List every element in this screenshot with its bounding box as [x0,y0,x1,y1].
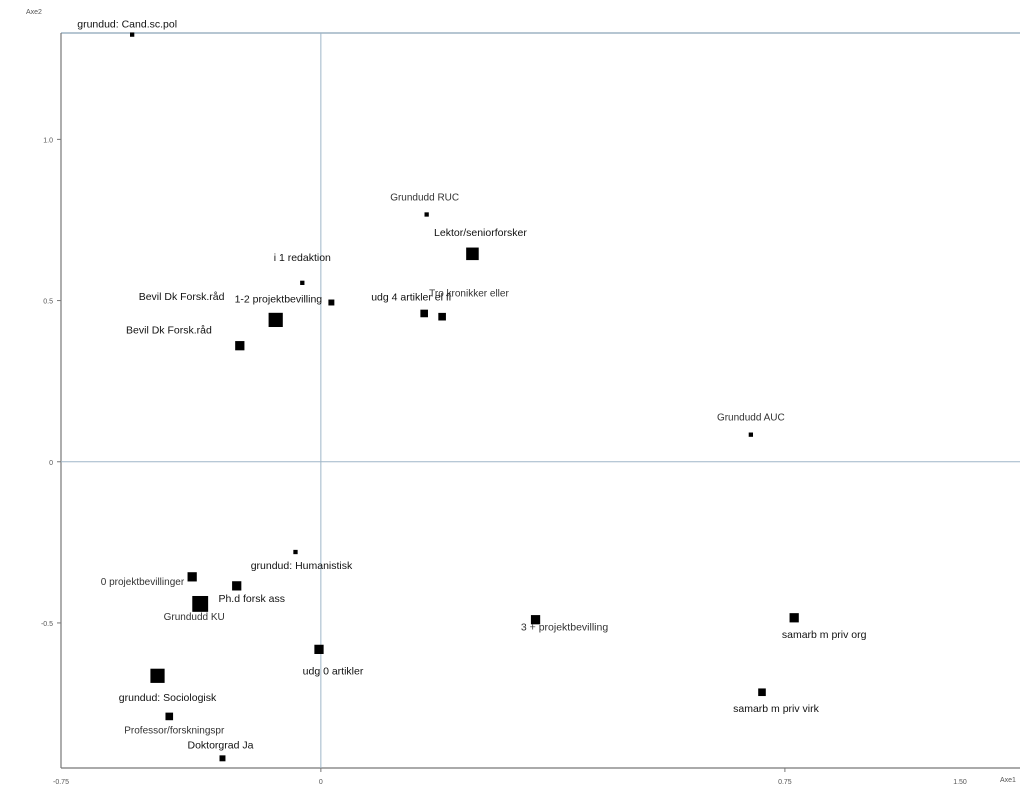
x-tick-label: 0 [319,779,323,786]
y-tick-label: 0 [49,460,53,467]
point-label: Professor/forskningspr [124,725,225,736]
point-label: samarb m priv org [782,629,867,641]
scatter-point [300,280,305,285]
y-tick-label: 1.0 [43,137,53,144]
point-label: udg 4 artikler el fl [371,291,451,303]
scatter-point [328,299,335,306]
x-tick-label: 0.75 [778,779,792,786]
point-label: Bevil Dk Forsk.råd [126,325,212,337]
scatter-point [758,688,766,697]
scatter-point [530,615,541,625]
scatter-point [748,432,754,437]
point-label: Tro kronikker eller [429,289,509,300]
scatter-point [192,595,209,612]
x-tick-label: -0.75 [53,779,69,786]
point-label: Doktorgrad Ja [188,739,254,751]
scatter-point [438,312,446,321]
point-label: grundud: Cand.sc.pol [77,19,177,31]
point-label: 3 + projektbevilling [521,622,608,634]
point-label: grundud: Sociologisk [119,692,217,704]
scatter-point [187,572,197,582]
scatter-point [293,549,298,555]
point-label: Grundudd KU [164,612,225,623]
point-label: Lektor/seniorforsker [434,227,527,239]
point-label: 1-2 projektbevilling [235,294,323,306]
point-label: Bevil Dk Forsk.råd [139,291,225,303]
scatter-point [424,212,429,217]
point-label: i 1 redaktion [274,252,331,264]
point-label: samarb m priv virk [733,703,820,715]
point-label: udg 0 artikler [303,665,364,677]
point-label: 0 projektbevillinger [101,577,185,588]
x-tick-label: 1.50 [953,779,967,786]
point-label: Grundudd AUC [717,413,785,424]
scatter-point [789,613,799,623]
point-label: Grundudd RUC [390,192,459,203]
y-tick-label: 0.5 [43,299,53,306]
scatter-point [268,312,283,328]
scatter-point [150,668,165,683]
scatter-point [130,32,135,37]
x-axis-label: Axe1 [1000,777,1016,784]
y-axis-label: Axe2 [26,9,42,16]
scatter-point [235,341,245,351]
y-tick-label: -0.5 [41,621,53,628]
scatter-point [420,309,428,318]
scatter-point [219,755,226,762]
scatter-point [232,581,242,591]
scatter-point [165,712,174,721]
point-label: grundud: Humanistisk [251,560,353,572]
point-label: Ph.d forsk ass [218,593,285,605]
scatter-point [314,644,324,654]
scatter-point [466,247,479,261]
